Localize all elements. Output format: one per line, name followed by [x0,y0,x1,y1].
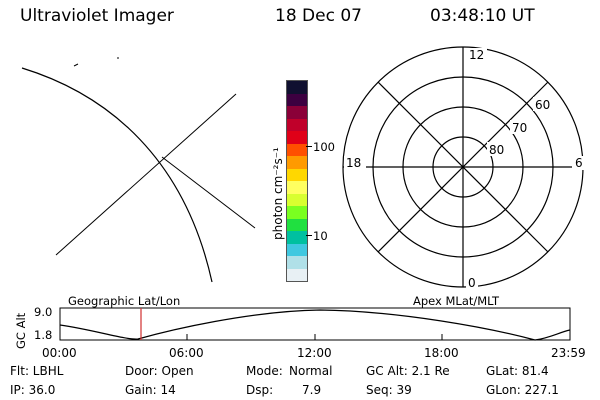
colorbar-swatch [287,106,307,119]
colorbar-swatch [287,93,307,106]
timeline-left-title: Geographic Lat/Lon [68,294,181,308]
colorbar-swatch [287,268,307,281]
time-tick-0000: 00:00 [42,346,77,360]
status-dsp-label: Dsp: [246,383,274,397]
mlt-label-6: 6 [575,156,583,170]
status-mode-value: Normal [289,364,333,378]
timeline-ytick-9: 9.0 [34,305,53,319]
status-door: Door: Open [125,364,194,378]
orbit-altitude-curve [59,309,571,341]
status-dsp-value: 7.9 [302,383,322,397]
colorbar-swatch [287,231,307,244]
time-tick-2359: 23:59 [551,346,586,360]
colorbar-swatch [287,143,307,156]
colorbar-swatch [287,218,307,231]
colorbar-swatch [287,256,307,269]
mlt-label-12: 12 [469,48,484,62]
date-label: 18 Dec 07 [275,6,362,26]
mlt-label-0: 0 [468,276,476,290]
status-gc-alt: GC Alt: 2.1 Re [366,364,450,378]
timeline-right-title: Apex MLat/MLT [413,294,500,308]
status-mode-label: Mode: [246,364,283,378]
colorbar [286,80,308,282]
status-gain: Gain: 14 [125,383,176,397]
status-ip: IP: 36.0 [10,383,56,397]
status-glat: GLat: 81.4 [486,364,549,378]
colorbar-swatch [287,131,307,144]
colorbar-swatch [287,193,307,206]
colorbar-swatch [287,168,307,181]
colorbar-swatch [287,118,307,131]
mlt-label-18: 18 [346,156,361,170]
colorbar-swatch [287,81,307,94]
status-glon: GLon: 227.1 [486,383,559,397]
time-label: 03:48:10 UT [430,6,535,26]
timeline-ytick-1.8: 1.8 [34,328,53,342]
colorbar-swatch [287,206,307,219]
colorbar-tick [306,146,312,147]
time-tick-1800: 18:00 [424,346,459,360]
colorbar-swatch [287,243,307,256]
mlat-label-60: 60 [535,98,550,112]
instrument-title: Ultraviolet Imager [20,6,174,26]
colorbar-swatch [287,156,307,169]
mlt-diagonal [377,81,549,253]
colorbar-tick [306,235,312,236]
mlat-label-80: 80 [489,143,504,157]
mlat-label-70: 70 [512,121,527,135]
status-filter: Flt: LBHL [10,364,64,378]
colorbar-tick-10: 10 [313,229,328,243]
status-seq: Seq: 39 [366,383,412,397]
time-tick-0600: 06:00 [169,346,204,360]
time-tick-1200: 12:00 [297,346,332,360]
colorbar-tick-100: 100 [313,140,335,154]
colorbar-swatch [287,181,307,194]
